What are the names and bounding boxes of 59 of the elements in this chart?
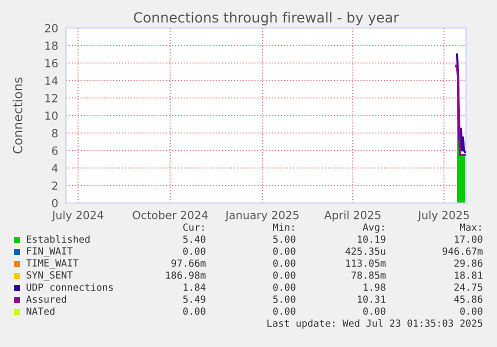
text: 0.00	[460, 307, 482, 315]
text: Min:	[272, 223, 294, 231]
text: 10.19	[358, 235, 386, 243]
y-tick-label: 16	[45, 58, 58, 68]
text: 5.00	[273, 235, 296, 243]
x-tick-label: July 2024	[52, 210, 104, 222]
x-tick-label: October 2024	[132, 210, 208, 220]
text: 24.75	[454, 283, 482, 291]
text: 97.66m	[171, 259, 206, 267]
text: 5.49	[183, 295, 206, 303]
text: 1.84	[184, 283, 206, 291]
y-tick-label: 14	[45, 76, 58, 85]
legend-label: TIME_WAIT	[26, 259, 78, 269]
line-series	[454, 64, 466, 156]
text: 425.35u	[346, 247, 386, 255]
legend-label: SYN_SENT	[26, 271, 73, 281]
y-tick-label: 2	[52, 181, 58, 190]
text: 0.00	[183, 307, 206, 315]
legend-label: Assured	[26, 295, 66, 303]
text: 0.00	[273, 247, 296, 255]
text: 1.98	[364, 283, 386, 291]
text: Avg:	[362, 224, 384, 233]
text: Cur:	[183, 223, 204, 231]
y-tick-label: 20	[45, 24, 58, 32]
text: 0.00	[273, 271, 296, 279]
text: 0.00	[273, 259, 296, 267]
text: 0.00	[273, 283, 296, 291]
y-tick-label: 12	[45, 94, 58, 102]
legend-label: NATed	[26, 307, 54, 315]
x-tick-label: July 2025	[417, 210, 469, 222]
x-tick-label: April 2025	[324, 210, 380, 222]
y-tick-label: 10	[45, 111, 58, 120]
text: 186.98m	[166, 271, 206, 279]
text: 45.86	[454, 295, 482, 303]
text: 113.05m	[346, 259, 386, 267]
text: 17.00	[454, 235, 482, 243]
y-axis-title: Connections	[12, 77, 22, 154]
y-tick-label: 4	[52, 164, 58, 172]
text: 0.00	[183, 247, 206, 255]
text: 78.85m	[352, 271, 386, 279]
text: 5.40	[183, 235, 206, 243]
legend-label: FIN_WAIT	[27, 247, 73, 257]
text: 29.86	[454, 259, 482, 267]
text: 5.00	[273, 295, 296, 303]
text: 18.81	[454, 271, 482, 279]
legend-label: Established	[26, 235, 90, 243]
text: 946.67m	[442, 247, 483, 255]
y-tick-label: 0	[52, 198, 58, 208]
y-tick-label: 8	[52, 128, 58, 138]
text: 0.00	[273, 307, 296, 315]
y-tick-label: 6	[52, 146, 58, 155]
text: Last update: Wed Jul 23 01:35:03 2025	[267, 319, 482, 329]
x-tick-label: January 2025	[224, 210, 298, 222]
y-tick-label: 18	[45, 41, 58, 50]
text: 0.00	[363, 307, 386, 315]
text: Max:	[460, 224, 481, 231]
text: 10.31	[358, 295, 386, 303]
legend-label: UDP connections	[26, 283, 113, 291]
chart-title: Connections through firewall - by year	[134, 12, 399, 26]
